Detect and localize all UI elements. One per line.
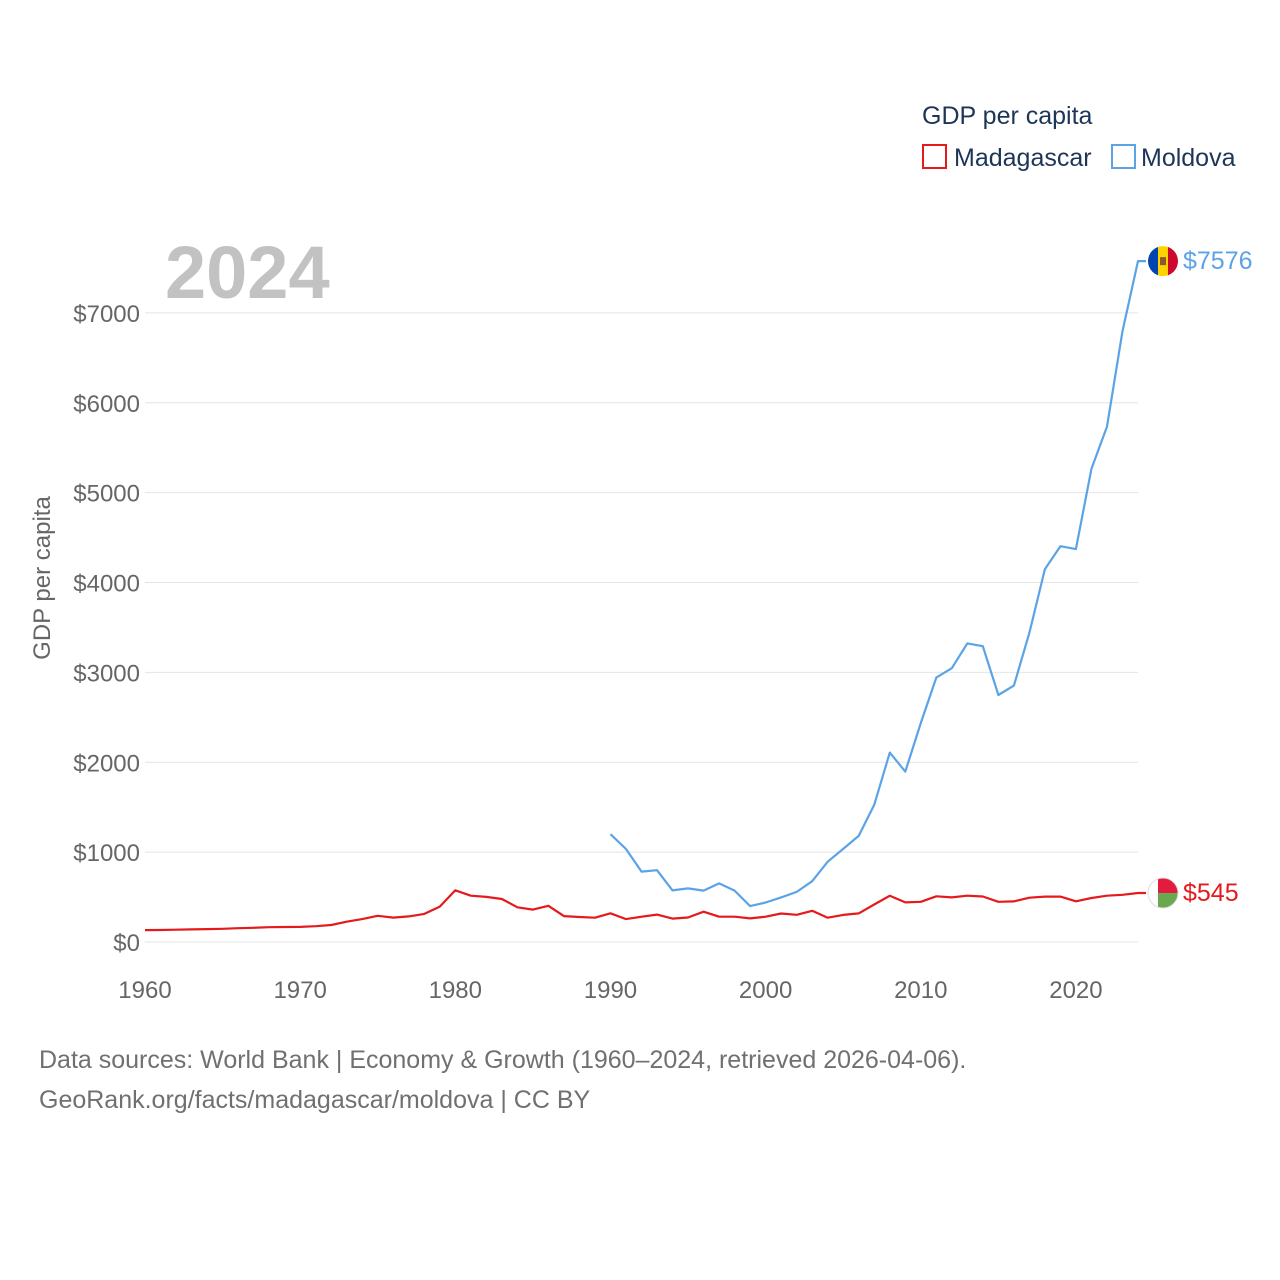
moldova-flag-icon xyxy=(1148,246,1178,277)
year-label: 2024 xyxy=(165,231,330,314)
legend-label-moldova[interactable]: Moldova xyxy=(1141,144,1236,172)
x-tick-label: 1990 xyxy=(584,977,637,1004)
source-line-2[interactable]: GeoRank.org/facts/madagascar/moldova | C… xyxy=(39,1086,591,1114)
y-tick-label: $2000 xyxy=(73,750,140,777)
legend-label-madagascar[interactable]: Madagascar xyxy=(954,144,1092,172)
x-tick-label: 1980 xyxy=(429,977,482,1004)
x-tick-label: 2000 xyxy=(739,977,792,1004)
y-tick-label: $0 xyxy=(113,930,140,957)
x-tick-label: 1970 xyxy=(273,977,326,1004)
grid xyxy=(145,312,1138,943)
legend-swatch-moldova[interactable] xyxy=(1111,144,1136,169)
x-axis-ticks: 1960 1970 1980 1990 2000 2010 2020 xyxy=(118,977,1102,1004)
x-tick-label: 2010 xyxy=(894,977,947,1004)
y-axis-ticks: $0 $1000 $2000 $3000 $4000 $5000 $6000 $7000 xyxy=(73,301,140,957)
y-tick-label: $1000 xyxy=(73,840,140,867)
x-tick-label: 2020 xyxy=(1049,977,1102,1004)
end-value-madagascar: $545 xyxy=(1183,879,1239,907)
y-tick-label: $5000 xyxy=(73,481,140,508)
y-tick-label: $6000 xyxy=(73,391,140,418)
series-line-madagascar[interactable] xyxy=(144,889,1146,932)
legend-title: GDP per capita xyxy=(922,102,1093,130)
y-axis-title: GDP per capita xyxy=(29,496,56,660)
y-tick-label: $7000 xyxy=(73,301,140,328)
y-tick-label: $4000 xyxy=(73,571,140,598)
source-line-1: Data sources: World Bank | Economy & Gro… xyxy=(39,1046,966,1074)
y-tick-label: $3000 xyxy=(73,660,140,687)
series-line-moldova[interactable] xyxy=(609,260,1147,908)
series-lines xyxy=(144,260,1147,932)
end-value-moldova: $7576 xyxy=(1183,247,1253,275)
legend-swatch-madagascar[interactable] xyxy=(922,144,947,169)
madagascar-flag-icon xyxy=(1147,877,1179,909)
x-tick-label: 1960 xyxy=(118,977,171,1004)
legend: GDP per capita Madagascar Moldova xyxy=(922,102,1236,172)
